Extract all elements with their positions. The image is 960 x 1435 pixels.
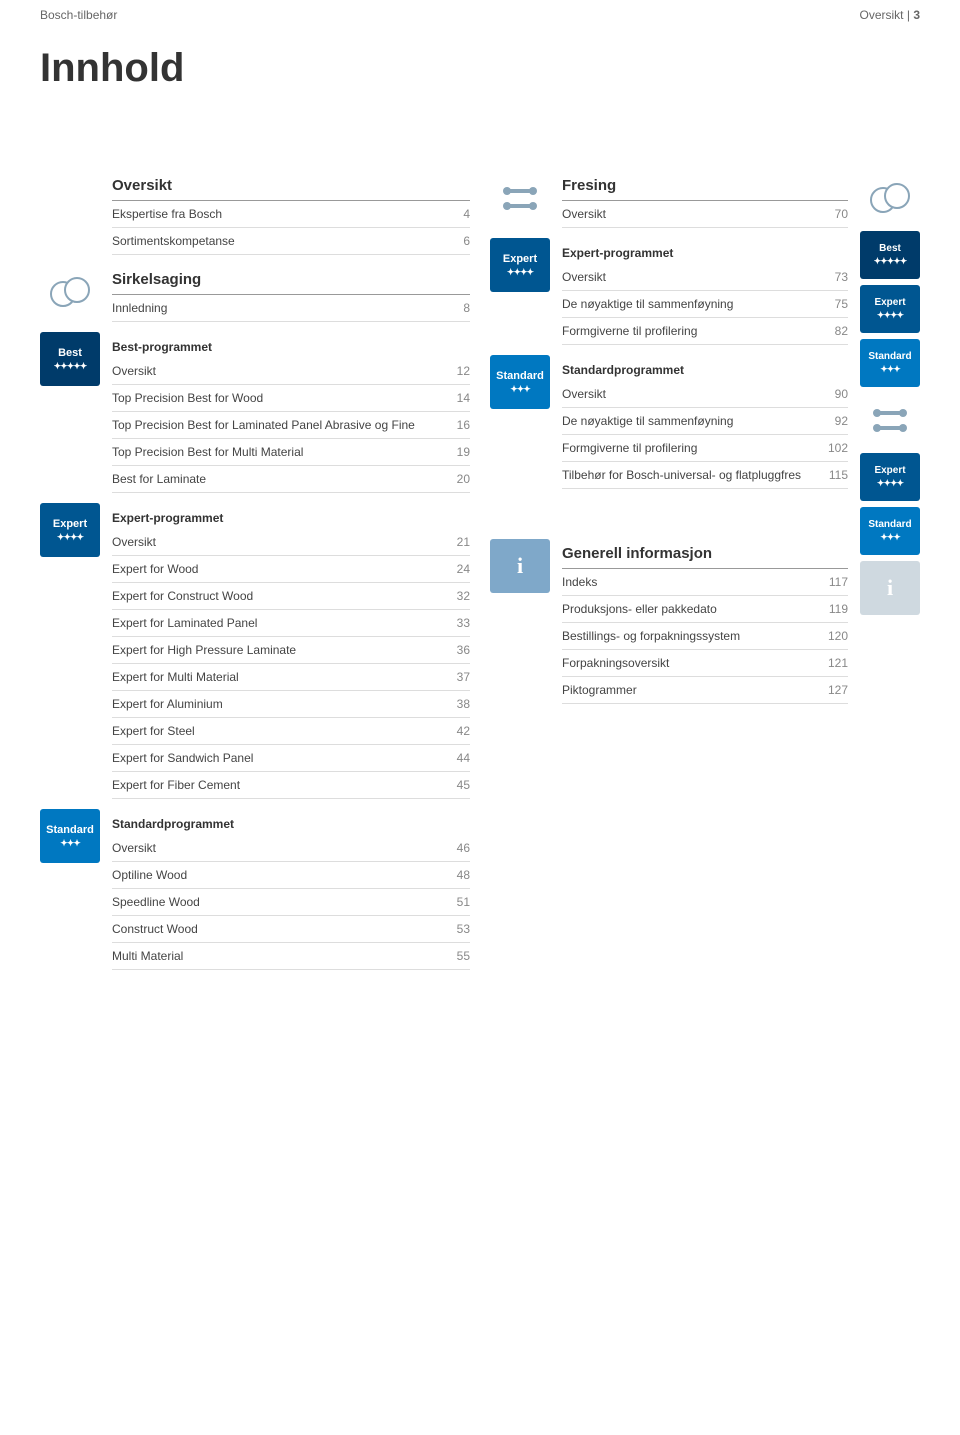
standard-subhead-right: Standardprogrammet [562, 355, 848, 381]
toc-row[interactable]: De nøyaktige til sammenføyning92 [562, 408, 848, 435]
toc-row[interactable]: Expert for Construct Wood32 [112, 583, 470, 610]
page-title: Innhold [40, 46, 920, 91]
side-expert-badge-2: Expert ✦✦✦✦ [860, 453, 920, 501]
saw-icon [40, 265, 100, 319]
best-badge: Best ✦✦✦✦✦ [40, 332, 100, 386]
expert-subhead: Expert-programmet [112, 503, 470, 529]
side-badge-column: Best ✦✦✦✦✦ Expert ✦✦✦✦ Standard ✦✦✦ Expe… [860, 171, 920, 980]
toc-row[interactable]: Formgiverne til profilering82 [562, 318, 848, 345]
info-title: Generell informasjon [562, 539, 848, 569]
toc-row[interactable]: Expert for Wood24 [112, 556, 470, 583]
toc-row[interactable]: Expert for Steel42 [112, 718, 470, 745]
info-icon: i [517, 553, 523, 579]
toc-row[interactable]: Innledning 8 [112, 295, 470, 322]
toc-row[interactable]: Top Precision Best for Wood14 [112, 385, 470, 412]
toc-row[interactable]: Expert for High Pressure Laminate36 [112, 637, 470, 664]
toc-row[interactable]: Oversikt73 [562, 264, 848, 291]
sirkel-title: Sirkelsaging [112, 265, 470, 295]
toc-row[interactable]: Oversikt90 [562, 381, 848, 408]
best-block: Best ✦✦✦✦✦ Best-programmet Oversikt12 To… [40, 332, 470, 493]
side-standard-badge: Standard ✦✦✦ [860, 339, 920, 387]
toc-row[interactable]: Oversikt12 [112, 358, 470, 385]
left-column: Oversikt Ekspertise fra Bosch 4 Sortimen… [40, 171, 470, 980]
toc-row[interactable]: Oversikt46 [112, 835, 470, 862]
toc-row[interactable]: Expert for Multi Material37 [112, 664, 470, 691]
toc-row[interactable]: Forpakningsoversikt121 [562, 650, 848, 677]
toc-row[interactable]: Expert for Fiber Cement45 [112, 772, 470, 799]
side-standard-badge-2: Standard ✦✦✦ [860, 507, 920, 555]
toc-row[interactable]: Sortimentskompetanse 6 [112, 228, 470, 255]
toc-row[interactable]: Produksjons- eller pakkedato119 [562, 596, 848, 623]
toc-row[interactable]: Top Precision Best for Multi Material19 [112, 439, 470, 466]
standard-badge: Standard ✦✦✦ [40, 809, 100, 863]
standard-badge: Standard ✦✦✦ [490, 355, 550, 409]
side-best-badge: Best ✦✦✦✦✦ [860, 231, 920, 279]
expert-badge: Expert ✦✦✦✦ [490, 238, 550, 292]
fresing-title: Fresing [562, 171, 848, 201]
toc-row[interactable]: Bestillings- og forpakningssystem120 [562, 623, 848, 650]
side-info-badge: i [860, 561, 920, 615]
sirkel-block: Sirkelsaging Innledning 8 [40, 265, 470, 322]
side-expert-badge: Expert ✦✦✦✦ [860, 285, 920, 333]
expert-subhead-right: Expert-programmet [562, 238, 848, 264]
toc-row[interactable]: Tilbehør for Bosch-universal- og flatplu… [562, 462, 848, 489]
toc-row[interactable]: Formgiverne til profilering102 [562, 435, 848, 462]
toc-row[interactable]: Top Precision Best for Laminated Panel A… [112, 412, 470, 439]
right-column: Fresing Oversikt70 Expert ✦✦✦✦ Expert-pr… [490, 171, 920, 980]
toc-row[interactable]: Construct Wood53 [112, 916, 470, 943]
toc-row[interactable]: Oversikt70 [562, 201, 848, 228]
toc-row[interactable]: Multi Material55 [112, 943, 470, 970]
intro-block: Oversikt Ekspertise fra Bosch 4 Sortimen… [40, 171, 470, 255]
info-icon: i [887, 575, 893, 601]
header-bar: Bosch-tilbehør Oversikt | 3 [40, 0, 920, 26]
expert-badge: Expert ✦✦✦✦ [40, 503, 100, 557]
best-subhead: Best-programmet [112, 332, 470, 358]
toc-row[interactable]: Expert for Laminated Panel33 [112, 610, 470, 637]
toc-row[interactable]: Ekspertise fra Bosch 4 [112, 201, 470, 228]
fresing-icon [860, 393, 920, 447]
saw-icon [860, 171, 920, 225]
fresing-block: Fresing Oversikt70 [490, 171, 848, 228]
header-left: Bosch-tilbehør [40, 8, 117, 22]
header-right: Oversikt | 3 [860, 8, 921, 22]
toc-row[interactable]: Expert for Aluminium38 [112, 691, 470, 718]
info-block: i Generell informasjon Indeks117 Produks… [490, 539, 848, 704]
standard-subhead: Standardprogrammet [112, 809, 470, 835]
toc-row[interactable]: Piktogrammer127 [562, 677, 848, 704]
toc-row[interactable]: Optiline Wood48 [112, 862, 470, 889]
toc-row[interactable]: Speedline Wood51 [112, 889, 470, 916]
standard-block-right: Standard ✦✦✦ Standardprogrammet Oversikt… [490, 355, 848, 489]
toc-row[interactable]: De nøyaktige til sammenføyning75 [562, 291, 848, 318]
content-columns: Oversikt Ekspertise fra Bosch 4 Sortimen… [40, 171, 920, 980]
standard-block: Standard ✦✦✦ Standardprogrammet Oversikt… [40, 809, 470, 970]
expert-block-right: Expert ✦✦✦✦ Expert-programmet Oversikt73… [490, 238, 848, 345]
toc-row[interactable]: Oversikt21 [112, 529, 470, 556]
info-badge: i [490, 539, 550, 593]
toc-row[interactable]: Expert for Sandwich Panel44 [112, 745, 470, 772]
toc-row[interactable]: Indeks117 [562, 569, 848, 596]
expert-block: Expert ✦✦✦✦ Expert-programmet Oversikt21… [40, 503, 470, 799]
intro-title: Oversikt [112, 171, 470, 201]
toc-row[interactable]: Best for Laminate20 [112, 466, 470, 493]
fresing-icon [490, 171, 550, 225]
